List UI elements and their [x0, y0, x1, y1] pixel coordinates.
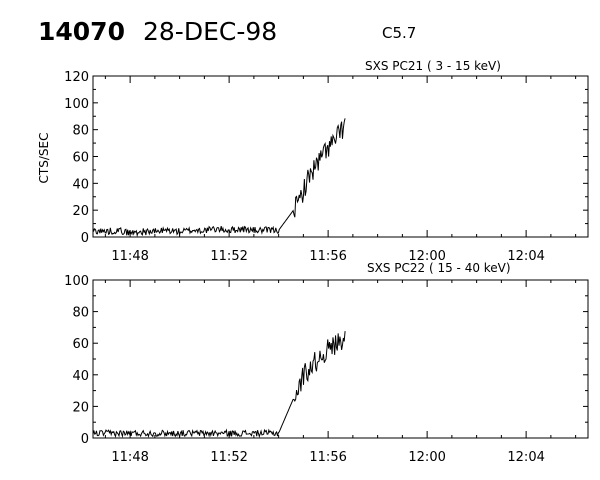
panel-bottom-x-tick-labels: 11:48 11:52 11:56 12:00 12:04: [111, 450, 544, 465]
panel-top-frame: [92, 75, 589, 238]
x-tick-label: 12:00: [408, 450, 445, 465]
x-tick-label: 11:48: [111, 249, 148, 264]
y-tick-label: 60: [72, 337, 89, 352]
y-tick-label: 80: [72, 124, 89, 139]
panel-top-series: [92, 118, 346, 238]
x-tick-label: 12:04: [507, 249, 544, 264]
y-tick-label: 100: [64, 274, 89, 289]
panel-bottom-series: [92, 331, 346, 439]
panel-top-x-tick-labels: 11:48 11:52 11:56 12:00 12:04: [111, 249, 544, 264]
y-tick-label: 40: [72, 177, 89, 192]
y-tick-label: 60: [72, 151, 89, 166]
panel-top: SXS PC21 ( 3 - 15 keV) CTS/SEC 0 20 40 60 80…: [37, 59, 589, 264]
y-axis-label: CTS/SEC: [37, 133, 51, 184]
panel-top-title: SXS PC21 ( 3 - 15 keV): [365, 59, 501, 73]
panel-bottom: SXS PC22 ( 15 - 40 keV) 0 20 40 60 80 100 11:…: [64, 261, 589, 465]
panel-bottom-title: SXS PC22 ( 15 - 40 keV): [367, 261, 511, 275]
flare-class: C5.7: [382, 24, 416, 42]
y-tick-label: 0: [81, 231, 89, 246]
y-tick-label: 80: [72, 306, 89, 321]
y-tick-label: 20: [72, 400, 89, 415]
y-tick-label: 20: [72, 204, 89, 219]
x-tick-label: 11:52: [210, 249, 247, 264]
y-tick-label: 120: [64, 70, 89, 85]
x-tick-label: 11:56: [309, 249, 346, 264]
event-number: 14070: [38, 17, 125, 46]
y-tick-label: 100: [64, 97, 89, 112]
series-line: [92, 118, 346, 238]
x-tick-label: 12:00: [408, 249, 445, 264]
series-line: [92, 331, 346, 439]
y-tick-label: 40: [72, 369, 89, 384]
panel-bottom-frame: [92, 279, 589, 439]
event-date: 28-DEC-98: [143, 17, 277, 46]
x-tick-label: 11:56: [309, 450, 346, 465]
x-tick-label: 11:52: [210, 450, 247, 465]
y-tick-label: 0: [81, 432, 89, 447]
x-tick-label: 11:48: [111, 450, 148, 465]
x-tick-label: 12:04: [507, 450, 544, 465]
